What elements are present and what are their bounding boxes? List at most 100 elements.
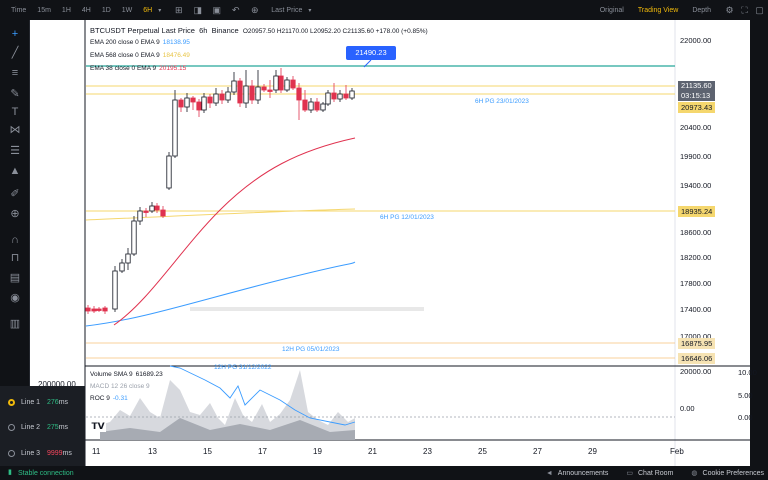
line-option-1[interactable]: Line 1 276 ms [8,395,68,409]
candle-body [261,86,267,91]
timeframe-1d[interactable]: 1D [101,6,111,14]
candle-body [337,93,343,100]
tradingview-logo: 𝗧𝗩 [90,420,106,432]
ema-38-legend[interactable]: EMA 38 close 0 EMA 9 20195.15 [90,65,187,72]
chat-room-button[interactable]: ▭ Chat Room [626,469,674,478]
time-axis-label: 29 [588,447,597,456]
left-edge-label: 200000.00 [38,380,76,389]
candle-body [102,307,108,312]
timeframe-6h[interactable]: 6H [143,6,153,14]
line-option-3[interactable]: Line 3 9999 ms [8,446,72,460]
candle-body [213,93,219,104]
add-icon[interactable]: ⊕ [250,4,259,15]
subpane-axis-label: 0.00 [680,404,695,413]
undo-icon[interactable]: ↶ [231,4,240,15]
line-option-2[interactable]: Line 2 275 ms [8,420,68,434]
timeframe-1h[interactable]: 1H [61,6,71,14]
radio-selected-icon[interactable] [8,398,15,406]
candle-body [131,220,137,255]
level-label: 6H PG 23/01/2023 [475,98,529,105]
radio-icon[interactable] [8,423,15,431]
brush-icon[interactable]: ✎ [10,88,20,100]
macd-legend[interactable]: MACD 12 26 close 9 [90,383,150,390]
price-axis-label: 18200.00 [680,253,711,262]
price-axis-label: 17400.00 [680,305,711,314]
line-label: Line 2 [21,423,41,431]
camera-icon[interactable]: ▣ [212,4,221,15]
latency-unit: ms [58,398,69,406]
ruler-icon[interactable]: ✐ [10,188,20,200]
candle-body [314,101,320,111]
lock-icon[interactable]: ⊓ [10,252,20,264]
chevron-down-icon[interactable]: ▾ [308,7,312,14]
ema-200-legend[interactable]: EMA 200 close 0 EMA 9 18138.95 [90,39,190,46]
view-trading-view[interactable]: Trading View [637,6,679,14]
candle-body [331,92,337,100]
timeframe-1w[interactable]: 1W [121,6,133,14]
zoom-icon[interactable]: ⊕ [10,208,20,220]
pattern-icon[interactable]: ⋈ [9,124,21,136]
ema-568-line [85,208,356,221]
price-axis-label: 20000.00 [680,367,711,376]
latency-value: 275 [47,423,59,431]
timeframe-time[interactable]: Time [11,6,27,14]
time-axis-label: 11 [92,447,101,456]
settings-icon[interactable]: ⚙ [725,4,734,15]
latency-unit: ms [58,423,69,431]
ema-38-line [113,137,356,326]
time-axis-label: 23 [423,447,432,456]
timeframe-4h[interactable]: 4H [81,6,91,14]
prediction-icon[interactable]: ▲ [9,165,21,177]
candle-body [225,91,231,101]
chart-canvas[interactable]: 22000.00 20400.00 19900.00 19400.00 18600.00… [30,20,750,466]
measure-icon[interactable]: ☰ [10,145,20,157]
chevron-down-icon[interactable]: ▾ [158,7,162,14]
candle-body [219,93,225,101]
magnet-icon[interactable]: ∩ [11,234,19,246]
volume-legend[interactable]: Volume SMA 9 61689.23 [90,371,163,378]
crosshair-icon[interactable]: + [11,28,19,40]
candle-body [143,210,149,213]
time-axis-label: 15 [203,447,212,456]
bar-style-icon[interactable]: ⊞ [174,4,183,15]
view-original[interactable]: Original [599,6,624,14]
cookie-preferences-button[interactable]: ◍ Cookie Preferences [691,469,764,478]
chart-title: BTCUSDT Perpetual Last Price 6h Binance … [90,26,428,35]
price-marker-label[interactable]: 21490.23 [346,46,396,60]
announcements-button[interactable]: ◄ Announcements [545,469,609,477]
price-axis-label: 17000.00 [680,332,711,341]
roc-legend[interactable]: ROC 9 -0.31 [90,395,128,402]
price-chart[interactable]: 22000.00 20400.00 19900.00 19400.00 18600.00… [30,20,750,466]
top-toolbar: Time 15m 1H 4H 1D 1W 6H ▾ ⊞ ◨ ▣ ↶ ⊕ Last… [0,0,768,20]
candle-body [166,155,172,189]
eye-icon[interactable]: ◉ [10,292,20,304]
candle-body [201,96,207,111]
text-icon[interactable]: T [11,106,19,118]
fullscreen-icon[interactable]: ⛶ [741,4,748,15]
right-strip [750,20,768,466]
price-axis-label: 22000.00 [680,36,711,45]
price-mode-select[interactable]: Last Price [271,6,303,14]
cookie-icon: ◍ [691,470,698,477]
latency-unit: ms [62,449,72,457]
lock-drawings-icon[interactable]: ▤ [9,272,21,284]
timeframe-15m[interactable]: 15m [37,6,51,14]
indicators-icon[interactable]: ◨ [193,4,202,15]
megaphone-icon: ◄ [545,469,553,477]
price-axis-label: 19900.00 [680,152,711,161]
candle-body [349,90,355,99]
level-label: 12H PG 05/01/2023 [282,346,340,353]
radio-icon[interactable] [8,449,15,457]
roc-line [169,365,356,426]
candle-body [119,262,125,272]
trash-icon[interactable]: ▥ [9,318,21,330]
screenshot-icon[interactable]: ▢ [755,4,764,15]
time-axis-label: 17 [258,447,267,456]
ema-568-legend[interactable]: EMA 568 close 0 EMA 9 18476.49 [90,52,190,59]
view-depth[interactable]: Depth [692,6,711,14]
fib-icon[interactable]: ≡ [11,67,19,79]
candle-body [237,80,243,104]
trendline-icon[interactable]: ╱ [11,47,19,59]
time-axis-label: 25 [478,447,487,456]
connection-lines-panel: Line 1 276 ms Line 2 275 ms Line 3 9999 ms [0,386,85,466]
